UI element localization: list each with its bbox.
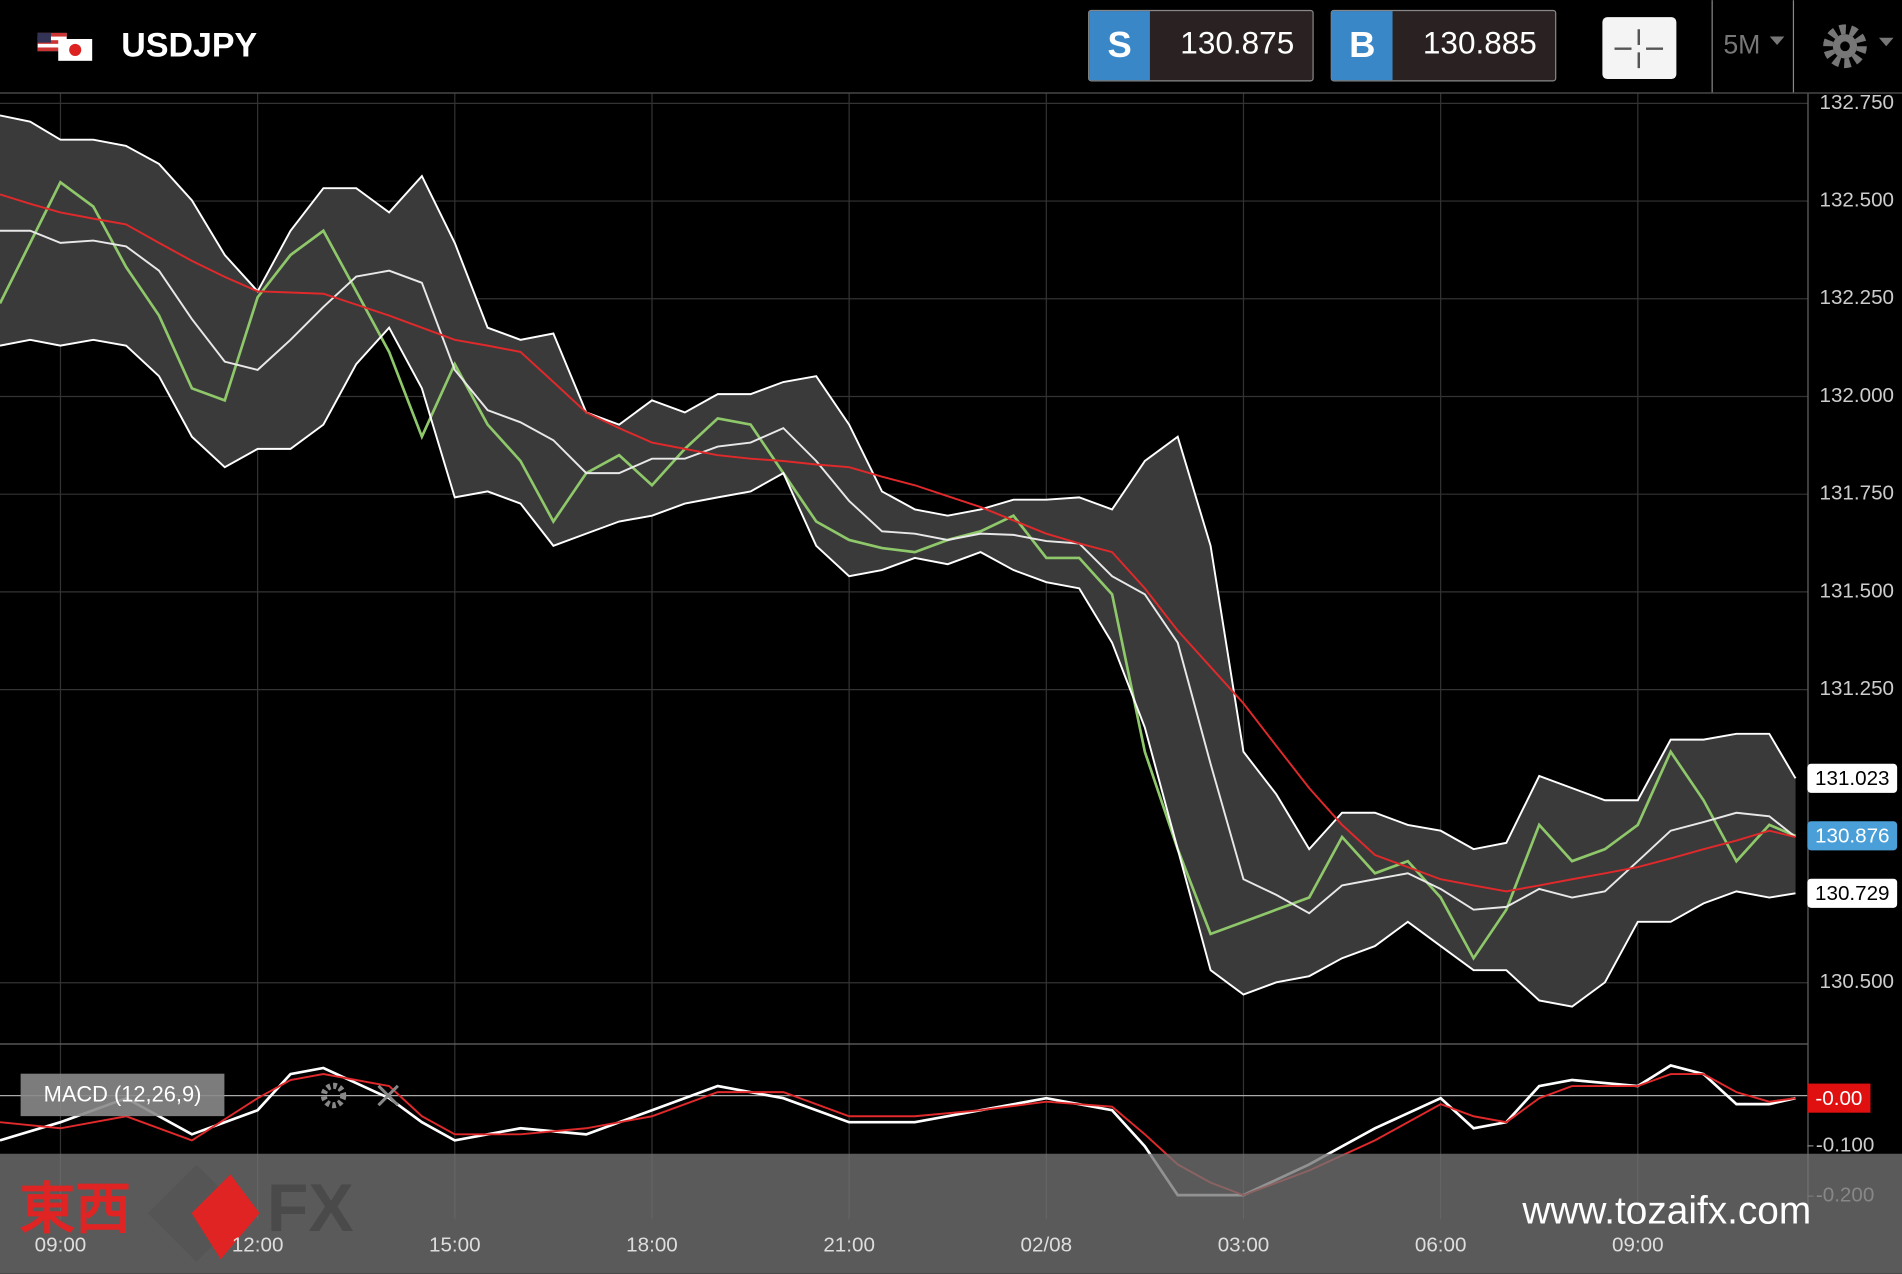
macd-legend: MACD (12,26,9) — [20, 1073, 399, 1117]
x-tick-label: 18:00 — [626, 1233, 678, 1256]
settings-button[interactable] — [1823, 24, 1894, 69]
y-tick-label: 132.750 — [1820, 91, 1895, 114]
sell-label[interactable]: S — [1107, 24, 1131, 65]
crosshair-button[interactable] — [1602, 17, 1677, 80]
x-tick-label: 15:00 — [429, 1233, 481, 1256]
series-line — [0, 1073, 1796, 1197]
dropdown-arrow[interactable] — [1769, 36, 1785, 46]
macd-label-box — [20, 1073, 225, 1117]
sell-tab[interactable] — [1089, 11, 1150, 81]
y-tick-label: 132.500 — [1820, 189, 1895, 212]
gear-hole[interactable] — [1840, 41, 1850, 52]
macd-tag — [1807, 1083, 1871, 1113]
plot-layer: 132.750 132.500 132.250 132.000 131.750 131.5… — [0, 91, 1898, 1220]
macd-tag-label: -0.00 — [1815, 1087, 1862, 1110]
macd-title: MACD (12,26,9) — [44, 1081, 202, 1106]
price-tag-label: 130.876 — [1815, 824, 1890, 847]
crosshair-icon[interactable] — [1614, 29, 1664, 69]
y-tick-label: 131.750 — [1820, 482, 1895, 505]
y-tick-label: -0.100 — [1816, 1133, 1874, 1156]
series-line — [0, 1063, 1796, 1197]
buy-label[interactable]: B — [1349, 24, 1375, 65]
brand-cjk: 東西 — [19, 1177, 131, 1240]
macd-settings-icon[interactable] — [320, 1082, 347, 1109]
crosshair-box[interactable] — [1602, 17, 1677, 80]
interval-button[interactable]: 5M — [1723, 29, 1785, 59]
x-tick-label: 06:00 — [1415, 1233, 1467, 1256]
x-tick-label: 21:00 — [823, 1233, 875, 1256]
us-stripe — [37, 40, 67, 44]
sell-button[interactable]: S 130.875 — [1088, 9, 1314, 82]
us-canton — [37, 32, 51, 43]
y-tick-label: 132.250 — [1820, 286, 1895, 309]
series-line — [0, 114, 1797, 851]
y-tick-label: 131.250 — [1820, 677, 1895, 700]
price-tag-label: 131.023 — [1815, 767, 1890, 790]
series-line — [0, 229, 1797, 915]
us-stripe — [37, 32, 67, 37]
gear-teeth[interactable] — [1823, 24, 1867, 69]
sell-price[interactable]: 130.875 — [1180, 24, 1294, 60]
y-tick-label: 131.500 — [1820, 579, 1895, 602]
x-tick-label: 02/08 — [1021, 1233, 1073, 1256]
price-tag — [1807, 878, 1898, 908]
series-line — [0, 326, 1796, 1008]
interval[interactable]: 5M — [1723, 29, 1760, 59]
watermark-layer: 東西 FX www.tozaifx.com — [0, 1153, 1902, 1274]
brand: FX — [267, 1171, 354, 1246]
header: USDJPY S 130.875 B 130.885 5M — [0, 0, 1902, 94]
url: www.tozaifx.com — [1521, 1189, 1811, 1232]
time-axis: 09:00 12:00 15:00 18:00 21:00 02/08 03:00 06:00… — [35, 1233, 1664, 1256]
y-tick-label: 130.500 — [1820, 970, 1895, 993]
x-tick-label: 03:00 — [1218, 1233, 1270, 1256]
series-line — [0, 180, 1797, 961]
buy-tab[interactable] — [1331, 11, 1393, 81]
us-stripe — [37, 47, 67, 52]
symbol: USDJPY — [121, 26, 257, 64]
logo-diamond — [191, 1174, 260, 1260]
price-panel — [0, 114, 1797, 1008]
jp-sun — [69, 43, 82, 56]
y-tick-label: 132.000 — [1820, 384, 1895, 407]
price-tag-label: 130.729 — [1815, 882, 1890, 905]
macd-close-icon[interactable] — [377, 1084, 399, 1107]
x-tick-label: 09:00 — [1612, 1233, 1664, 1256]
watermark-band — [0, 1153, 1902, 1274]
buy-price[interactable]: 130.885 — [1423, 24, 1537, 60]
x-tick-label: 09:00 — [35, 1233, 87, 1256]
series-line — [0, 193, 1796, 893]
flags — [37, 32, 93, 61]
x-tick-label: 12:00 — [232, 1233, 284, 1256]
dropdown-arrow[interactable] — [1878, 37, 1894, 47]
price-tag — [1807, 821, 1898, 851]
buy-button[interactable]: B 130.885 — [1330, 9, 1557, 82]
header-bg — [0, 0, 1902, 93]
price-tag — [1807, 763, 1898, 793]
macd-panel — [0, 1063, 1808, 1197]
